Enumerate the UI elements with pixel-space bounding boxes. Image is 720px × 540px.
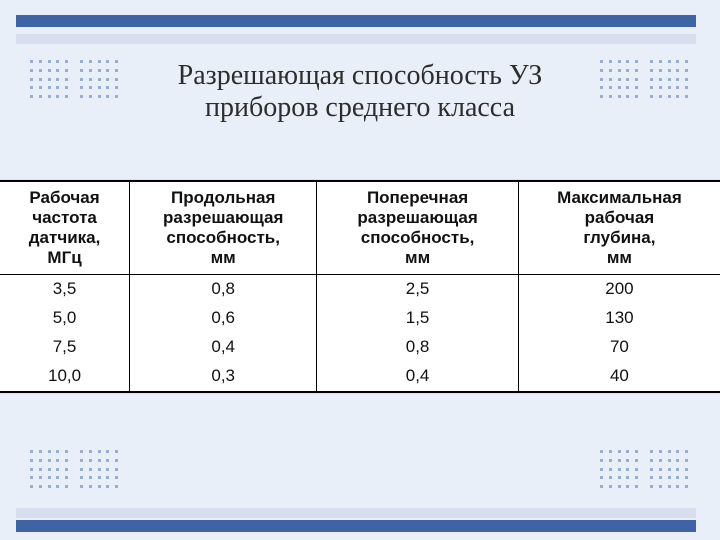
col-header-axial-resolution: Продольная разрешающая способность, мм xyxy=(130,182,317,275)
decoration-dots xyxy=(650,450,690,490)
table-row: 7,5 0,4 0,8 70 xyxy=(0,333,720,362)
table-row: 10,0 0,3 0,4 40 xyxy=(0,362,720,391)
decoration-dots xyxy=(30,450,70,490)
col-header-max-depth: Максимальная рабочая глубина, мм xyxy=(518,182,720,275)
decoration-dots xyxy=(600,60,640,100)
col-header-frequency: Рабочая частота датчика, МГц xyxy=(0,182,130,275)
table-body: 3,5 0,8 2,5 200 5,0 0,6 1,5 130 7,5 0,4 … xyxy=(0,275,720,391)
decoration-dots xyxy=(80,450,120,490)
footer-accent-bar xyxy=(16,520,696,532)
slide: Разрешающая способность УЗ приборов сред… xyxy=(0,0,720,540)
footer-light-bar xyxy=(16,508,696,518)
header-accent-bar xyxy=(16,15,696,27)
decoration-dots xyxy=(600,450,640,490)
header-light-bar xyxy=(16,34,696,44)
table-header-row: Рабочая частота датчика, МГц Продольная … xyxy=(0,182,720,275)
table-row: 3,5 0,8 2,5 200 xyxy=(0,275,720,304)
decoration-dots xyxy=(80,60,120,100)
col-header-lateral-resolution: Поперечная разрешающая способность, мм xyxy=(317,182,519,275)
decoration-dots xyxy=(30,60,70,100)
resolution-table: Рабочая частота датчика, МГц Продольная … xyxy=(0,180,720,393)
table-row: 5,0 0,6 1,5 130 xyxy=(0,304,720,333)
decoration-dots xyxy=(650,60,690,100)
